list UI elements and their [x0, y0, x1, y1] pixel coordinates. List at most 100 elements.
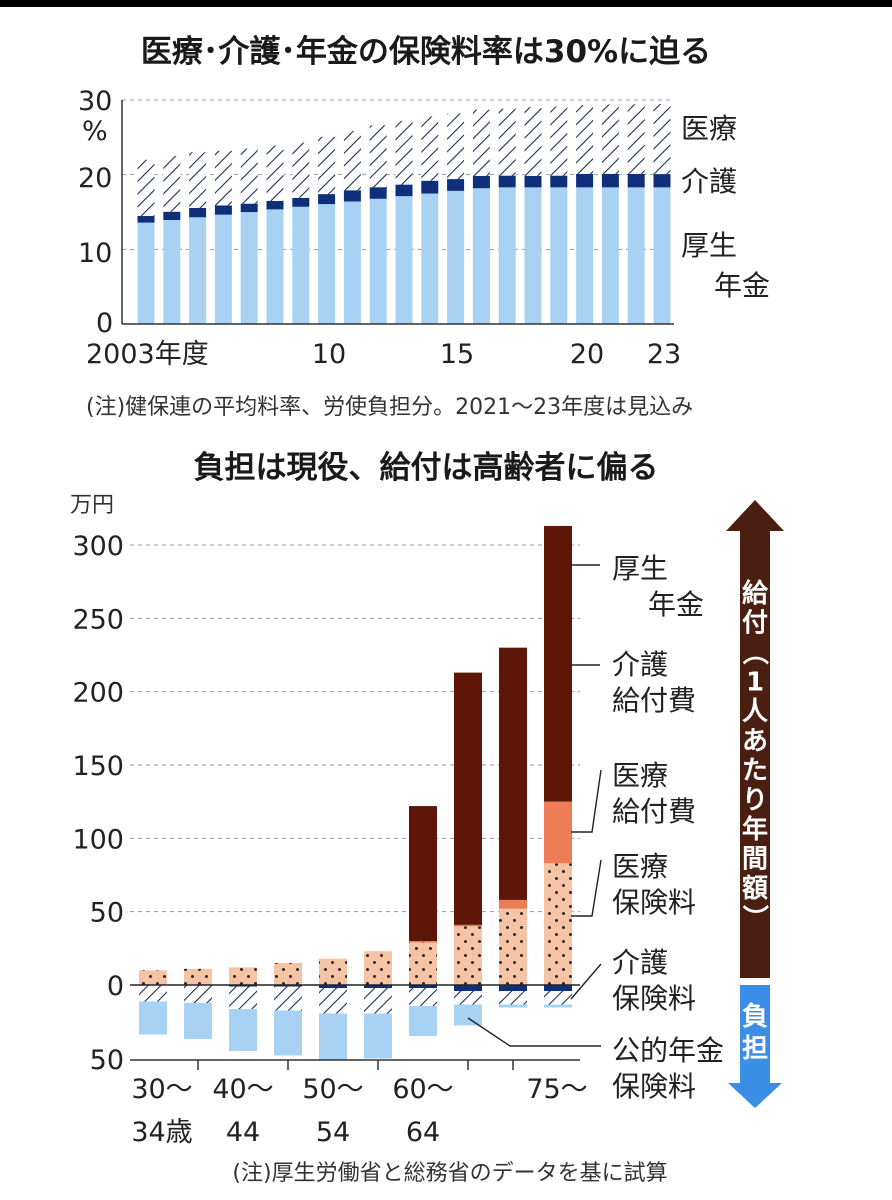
chart2-title: 負担は現役、給付は高齢者に偏る: [194, 450, 659, 486]
chart1-bar-care: [343, 190, 361, 202]
leader-care-premium: [570, 963, 602, 1000]
chart1-bar-medical: [447, 113, 465, 180]
chart1-bar-pension: [498, 187, 516, 324]
chart1-bar-pension: [472, 188, 490, 324]
chart1-bar-care: [266, 200, 284, 210]
chart2-ytick: 250: [72, 604, 124, 635]
chart2-bars: [139, 525, 572, 1060]
chart2-ytick: 0: [107, 971, 124, 1002]
chart1-bar-care: [653, 174, 671, 188]
chart1-bar-pension: [653, 187, 671, 324]
chart2-label-medical-benefit-1: 医療: [612, 759, 668, 792]
chart2-bar-pension-premium: [364, 1013, 392, 1059]
chart2-bar-medical-benefit: [274, 963, 302, 985]
chart2-bar-medical-premium: [454, 991, 482, 1005]
chart1-bar-care: [189, 207, 207, 218]
chart2-label-medical-premium-2: 保険料: [612, 886, 696, 919]
chart1-bar-care: [214, 205, 232, 215]
chart2-bar-medical-premium: [229, 986, 257, 1009]
chart2-bar-medical-benefit: [409, 942, 437, 985]
chart2-bar-pension-premium: [184, 1003, 212, 1039]
benefit-arrow-char: た: [742, 756, 768, 786]
chart1-bar-care: [524, 175, 542, 188]
chart2-ytick: 100: [72, 824, 124, 855]
chart2-bar-medical-premium: [544, 991, 572, 1005]
benefit-arrow-char: あ: [742, 727, 768, 757]
chart1-bar-pension: [395, 196, 413, 324]
chart2-bar-medical-premium: [499, 991, 527, 1005]
chart1-bar-care: [163, 211, 181, 220]
chart1-bar-pension: [524, 187, 542, 324]
chart2-label-care-premium-1: 介護: [612, 946, 668, 979]
chart2-ytick: 150: [72, 751, 124, 782]
chart1-bar-care: [550, 175, 568, 188]
chart1-xtick-20: 20: [570, 339, 604, 370]
chart1-label-pension-2: 年金: [714, 269, 770, 302]
chart2-bar-medical-premium: [409, 988, 437, 1006]
chart2-label-care-benefit-2: 給付費: [612, 684, 696, 717]
chart2-y-unit: 万円: [70, 493, 114, 518]
chart2-xtick-50-l1: 50〜: [302, 1074, 363, 1105]
chart2-bar-medical-benefit: [499, 908, 527, 985]
chart1-bar-medical: [524, 107, 542, 176]
chart2-ytick: 200: [72, 678, 124, 709]
chart1-bar-medical: [498, 108, 516, 176]
chart1-bar-care: [576, 173, 594, 188]
chart2-label-medical-premium-1: 医療: [612, 850, 668, 883]
chart2-bar-care-premium: [364, 985, 392, 988]
chart2-bar-care-premium: [544, 985, 572, 991]
chart1-bar-medical: [627, 104, 645, 174]
chart2-bar-medical-benefit: [139, 970, 167, 985]
burden-arrow: [728, 985, 782, 1108]
chart1-bar-care: [447, 179, 465, 191]
benefit-arrow-char: り: [742, 786, 768, 816]
chart2-label-pension-2: 年金: [648, 588, 704, 621]
chart1-bar-medical: [266, 145, 284, 201]
chart1-bar-pension: [576, 187, 594, 324]
chart1-xtick-2003: 2003年度: [86, 339, 209, 370]
chart1-bar-pension: [163, 219, 181, 324]
chart2-bar-pension-premium: [454, 1004, 482, 1026]
benefit-arrow-char: 間: [742, 845, 768, 875]
chart2-bar-pension-premium: [319, 1013, 347, 1060]
chart1-bar-pension: [240, 212, 258, 324]
chart2-xtick-75: 75〜: [526, 1074, 587, 1105]
chart2-bar-medical-benefit: [454, 926, 482, 985]
chart2-bar-care-premium: [319, 985, 347, 988]
chart2-bar-pension-premium: [139, 1001, 167, 1035]
benefit-arrow-char: （: [739, 639, 769, 665]
chart2-bar-pension-premium: [229, 1009, 257, 1051]
chart1-label-pension-1: 厚生: [681, 229, 737, 262]
chart1-bar-medical: [163, 156, 181, 212]
chart2-y-ticks: 300 250 200 150 100 50 0 50: [72, 531, 124, 1076]
chart1-ytick-10: 10: [78, 238, 112, 269]
chart1-bar-care: [601, 173, 619, 188]
chart2-bar-medical-premium-segment: [544, 801, 572, 864]
benefit-arrow-char: 人: [742, 697, 768, 727]
chart1-bar-medical: [214, 150, 232, 206]
chart2-ytick: 50: [90, 898, 124, 929]
chart2-label-pension-1: 厚生: [612, 552, 668, 585]
chart2-label-care-premium-2: 保険料: [612, 982, 696, 1015]
chart1-label-care: 介護: [681, 165, 737, 198]
chart2-bar-medical-premium-segment: [409, 941, 437, 943]
chart1-bar-care: [137, 215, 155, 223]
chart1-bar-medical: [318, 136, 336, 195]
chart1-xtick-15: 15: [440, 339, 474, 370]
chart1-bar-care: [240, 203, 258, 213]
chart2-xtick-30-l2: 34歳: [131, 1117, 192, 1148]
chart2-bar-medical-benefit: [544, 863, 572, 985]
chart1-bar-pension: [318, 204, 336, 324]
chart1-bar-medical: [395, 120, 413, 185]
chart1-bar-pension: [343, 201, 361, 324]
chart1-bar-pension: [550, 187, 568, 324]
benefit-arrow: [726, 500, 784, 978]
chart1-bar-pension: [447, 190, 465, 324]
chart1-label-medical: 医療: [681, 112, 737, 145]
chart2-bar-pension-premium: [499, 1004, 527, 1008]
chart1-bar-pension: [266, 209, 284, 324]
chart2-ytick: 300: [72, 531, 124, 562]
chart1-bar-pension: [137, 222, 155, 324]
